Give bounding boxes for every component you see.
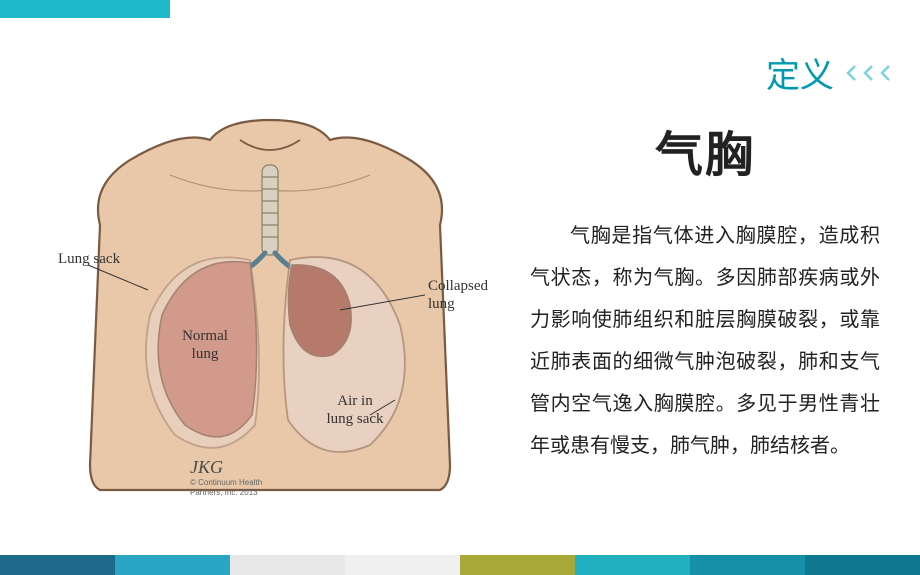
label-lung-sack: Lung sack — [58, 251, 121, 267]
header-row: 定义 — [766, 48, 892, 97]
bottom-color-strip — [0, 555, 920, 575]
strip-segment — [575, 555, 690, 575]
strip-segment — [460, 555, 575, 575]
top-accent-bar — [0, 0, 170, 18]
diagram-copyright: © Continuum Health — [190, 478, 262, 487]
strip-segment — [115, 555, 230, 575]
section-header: 定义 — [766, 48, 834, 97]
diagram-signature: JKG — [190, 457, 223, 477]
body-paragraph: 气胸是指气体进入胸膜腔，造成积气状态，称为气胸。多因肺部疾病或外力影响使肺组织和… — [530, 215, 880, 467]
strip-segment — [690, 555, 805, 575]
chevron-left-icon — [844, 64, 858, 82]
strip-segment — [0, 555, 115, 575]
diagram-copyright2: Partners, Inc. 2013 — [190, 488, 258, 497]
main-title: 气胸 — [530, 115, 880, 185]
chevron-left-icon — [861, 64, 875, 82]
lung-diagram: Lung sack Normallung Collapsedlung Air i… — [0, 115, 500, 555]
chevron-group — [844, 64, 892, 82]
chevron-left-icon — [878, 64, 892, 82]
strip-segment — [805, 555, 920, 575]
strip-segment — [345, 555, 460, 575]
text-column: 气胸 气胸是指气体进入胸膜腔，造成积气状态，称为气胸。多因肺部疾病或外力影响使肺… — [500, 115, 920, 555]
strip-segment — [230, 555, 345, 575]
content-area: Lung sack Normallung Collapsedlung Air i… — [0, 115, 920, 555]
